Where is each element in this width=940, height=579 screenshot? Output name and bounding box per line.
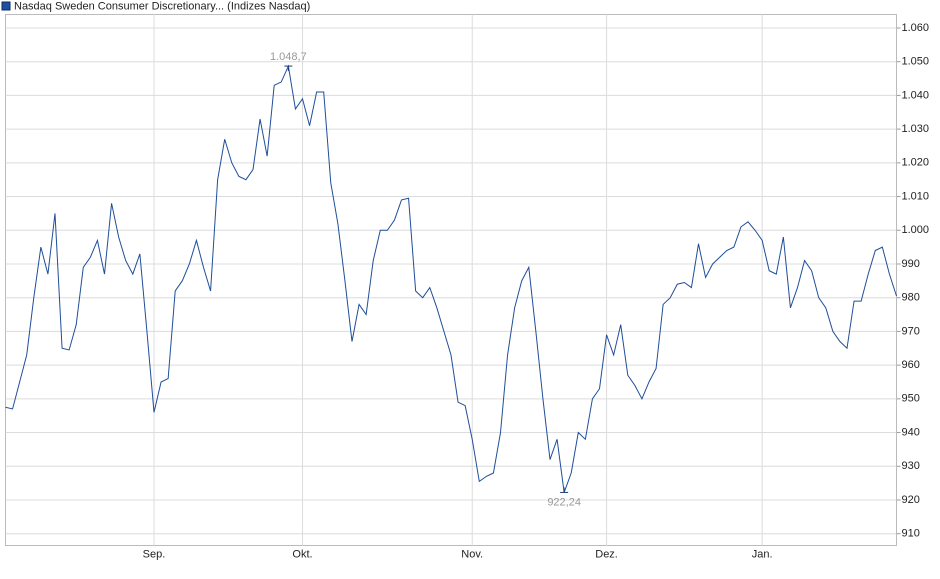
legend-label: Nasdaq Sweden Consumer Discretionary... … <box>14 0 310 12</box>
y-tick-label: 1.050 <box>902 56 930 68</box>
y-tick-label: 1.060 <box>902 22 930 34</box>
y-tick-label: 1.010 <box>902 190 930 202</box>
y-tick-label: 910 <box>902 528 920 540</box>
x-tick-label: Dez. <box>595 548 618 560</box>
y-tick-label: 980 <box>902 292 920 304</box>
y-tick-label: 950 <box>902 393 920 405</box>
x-tick-label: Okt. <box>292 548 312 560</box>
y-tick-label: 1.030 <box>902 123 930 135</box>
legend-swatch <box>1 1 11 11</box>
y-tick-label: 1.000 <box>902 224 930 236</box>
series-line <box>5 64 897 493</box>
x-tick-label: Nov. <box>461 548 483 560</box>
annotation-label: 1.048,7 <box>270 51 307 63</box>
plot-frame <box>5 14 897 546</box>
y-tick-label: 930 <box>902 460 920 472</box>
y-tick-label: 970 <box>902 325 920 337</box>
y-tick-label: 1.040 <box>902 89 930 101</box>
x-tick-label: Jan. <box>752 548 773 560</box>
y-tick-label: 920 <box>902 494 920 506</box>
x-tick-label: Sep. <box>143 548 166 560</box>
y-tick-label: 1.020 <box>902 157 930 169</box>
y-tick-label: 960 <box>902 359 920 371</box>
y-tick-label: 990 <box>902 258 920 270</box>
annotation-label: 922,24 <box>547 496 581 508</box>
y-tick-label: 940 <box>902 426 920 438</box>
